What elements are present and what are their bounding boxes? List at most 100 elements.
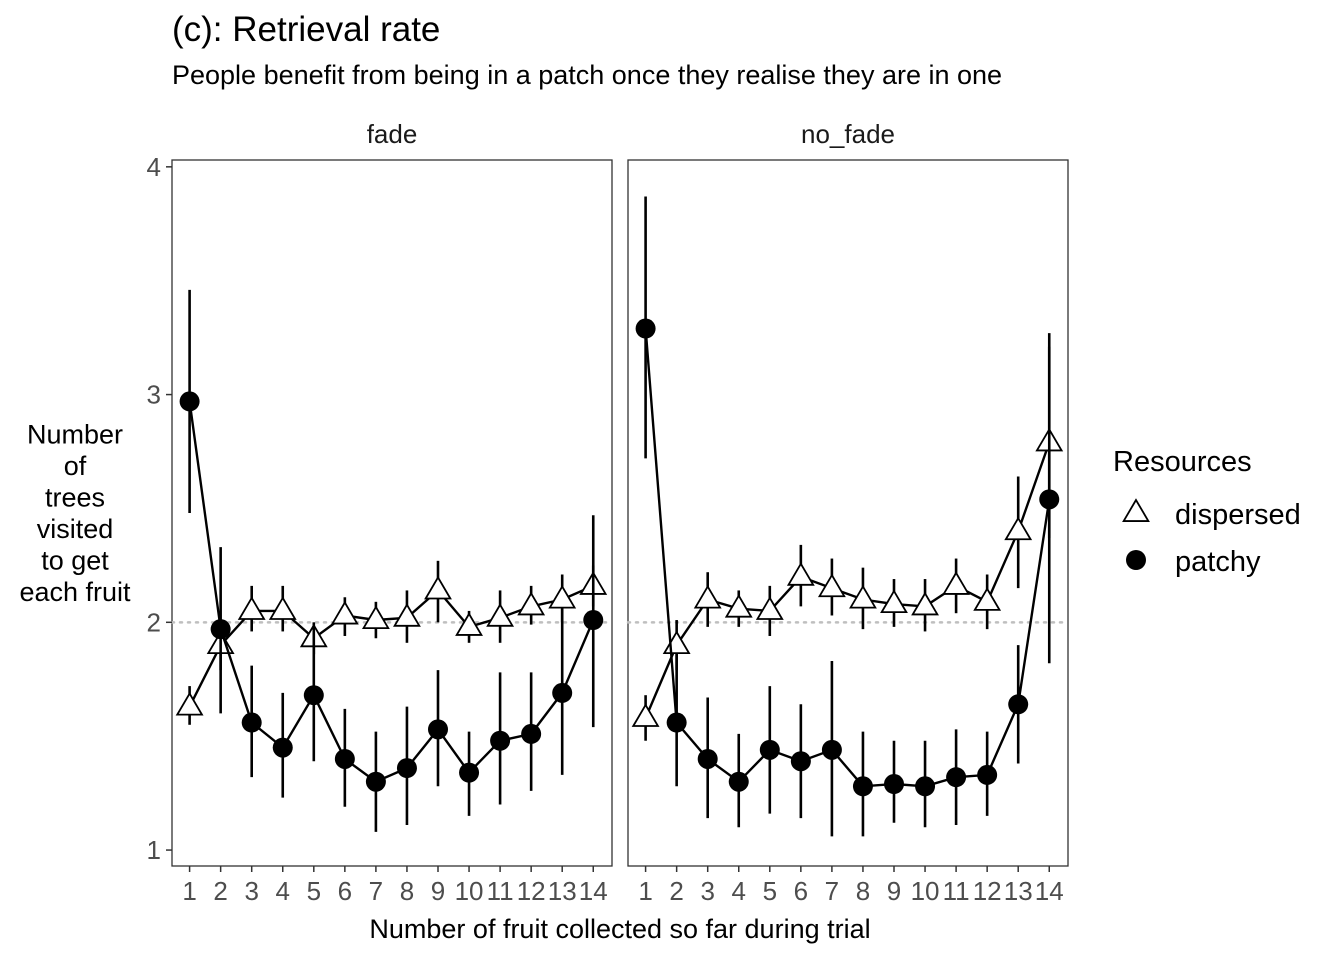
data-point [631,703,660,727]
data-point [330,600,359,625]
data-point [693,584,722,609]
y-axis-title-line: to get [41,545,109,575]
legend-label-patchy: patchy [1175,546,1261,578]
facet-strip-label: fade [367,119,418,149]
x-tick-label: 14 [579,876,608,906]
legend: Resources dispersed patchy [1113,446,1301,578]
data-point [849,584,877,609]
x-tick-label: 1 [182,876,196,906]
x-tick-label: 10 [911,876,940,906]
y-axis-title-line: visited [37,514,114,544]
data-point [915,776,936,797]
data-point [268,596,297,620]
chart-title: (c): Retrieval rate [172,10,440,49]
data-point [459,762,480,783]
series-patchy [635,196,1060,837]
panel-border [627,159,1069,867]
data-point [517,591,546,616]
data-point [393,602,421,627]
x-tick-label: 5 [307,876,321,906]
data-point [552,682,573,703]
chart-subtitle: People benefit from being in a patch onc… [172,60,1002,90]
y-axis-title-line: of [64,451,87,481]
legend-label-dispersed: dispersed [1175,499,1301,531]
x-tick-label: 2 [669,876,683,906]
data-point [697,748,718,769]
x-tick-label: 13 [548,876,577,906]
data-point [1008,694,1029,715]
data-point [334,748,355,769]
legend-title: Resources [1113,446,1252,478]
x-tick-label: 3 [700,876,714,906]
legend-key-patchy [1126,550,1146,570]
data-point [303,685,324,706]
y-tick-label: 1 [147,835,161,865]
x-tick-label: 3 [244,876,258,906]
data-point [755,596,784,620]
data-point [179,391,200,412]
x-tick-label: 9 [887,876,901,906]
x-tick-label: 6 [338,876,352,906]
data-point [521,723,542,744]
data-point [942,571,971,595]
x-tick-label: 10 [455,876,484,906]
data-point [880,589,908,614]
data-point [365,771,386,792]
data-point [666,712,687,733]
data-point [428,719,448,740]
y-axis: 1 2 3 4 [147,152,172,865]
x-tick-label: 1 [638,876,652,906]
data-point [973,587,1002,611]
data-point [361,605,390,629]
x-tick-label: 14 [1035,876,1064,906]
x-tick-label: 8 [400,876,414,906]
data-point [977,764,998,785]
data-point [790,751,811,772]
data-point [455,612,483,636]
facet-strip-label: no_fade [801,119,895,149]
x-tick-label: 11 [943,876,970,906]
data-point [1004,516,1033,541]
data-point [817,573,846,598]
x-tick-label: 2 [213,876,227,906]
x-tick-label: 4 [732,876,746,906]
series-patchy [179,289,604,832]
data-point [583,610,604,631]
x-tick-label: 12 [973,876,1002,906]
series-dispersed [631,346,1064,741]
data-point [424,575,452,600]
y-tick-label: 2 [147,607,161,637]
data-point [728,771,749,792]
data-point [1039,489,1060,510]
x-tick-label: 12 [517,876,546,906]
data-point [884,774,904,795]
data-point [272,737,293,758]
panel-border [171,159,613,867]
data-point [946,767,967,788]
data-point [786,561,815,586]
data-point [210,619,231,640]
y-tick-label: 4 [147,152,161,182]
x-tick-label: 7 [369,876,383,906]
data-point [396,758,417,779]
y-axis-title: Number of trees visited to get each fruit [19,419,131,607]
x-tick-label: 7 [825,876,839,906]
x-tick-label: 8 [856,876,870,906]
x-tick-label: 9 [431,876,445,906]
data-point [635,318,656,339]
x-tick-label: 4 [276,876,290,906]
data-point [724,593,753,618]
x-axis-title: Number of fruit collected so far during … [369,914,870,944]
x-tick-label: 11 [487,876,514,906]
y-axis-title-line: trees [45,482,105,512]
data-point [548,584,577,609]
data-point [490,730,511,751]
data-point [911,591,939,616]
x-tick-label: 13 [1004,876,1033,906]
data-point [241,712,262,733]
x-tick-label: 6 [794,876,808,906]
